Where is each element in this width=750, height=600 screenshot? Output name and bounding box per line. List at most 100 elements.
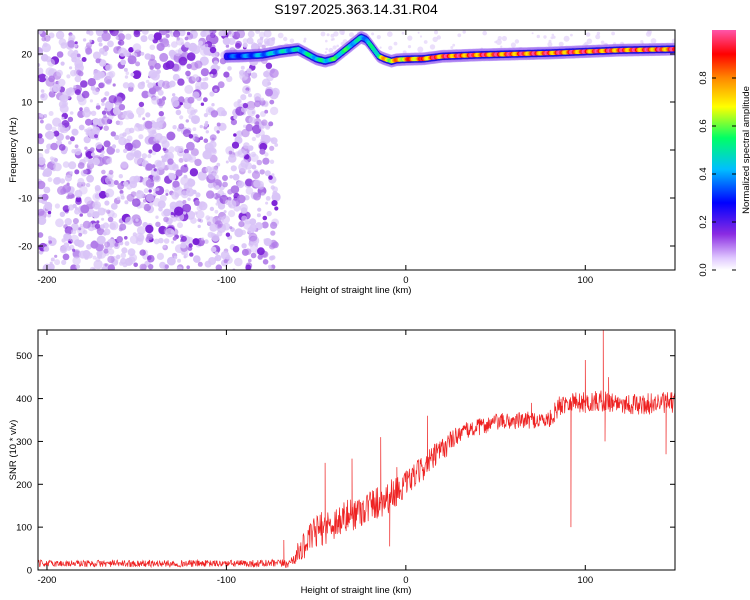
noise-speck xyxy=(163,238,170,244)
noise-speck xyxy=(195,192,201,198)
noise-speck xyxy=(86,252,93,259)
noise-speck xyxy=(74,44,78,48)
noise-speck xyxy=(118,120,124,126)
noise-speck xyxy=(262,215,268,221)
noise-speck xyxy=(59,211,66,217)
noise-speck xyxy=(74,189,83,198)
noise-speck xyxy=(147,82,154,89)
noise-speck xyxy=(45,123,53,131)
noise-speck xyxy=(197,224,201,229)
noise-speck xyxy=(213,60,219,66)
noise-speck xyxy=(429,44,436,50)
noise-speck xyxy=(108,248,115,255)
noise-speck xyxy=(570,33,573,37)
noise-speck xyxy=(268,175,273,180)
noise-speck xyxy=(242,42,248,48)
noise-speck xyxy=(126,183,133,190)
noise-speck xyxy=(255,30,260,34)
noise-speck xyxy=(262,259,269,265)
noise-speck xyxy=(108,95,117,104)
noise-speck xyxy=(265,239,270,244)
noise-speck xyxy=(87,158,94,165)
noise-speck xyxy=(60,94,69,103)
noise-speck xyxy=(132,198,141,207)
noise-speck xyxy=(261,221,269,229)
noise-speck xyxy=(230,165,237,172)
noise-speck xyxy=(38,67,44,75)
noise-speck xyxy=(214,209,219,214)
noise-speck xyxy=(103,114,107,118)
noise-speck xyxy=(194,158,202,167)
noise-speck xyxy=(145,163,153,171)
noise-speck xyxy=(189,252,194,257)
noise-speck xyxy=(107,40,114,48)
noise-speck xyxy=(72,250,81,259)
noise-speck xyxy=(125,216,134,225)
noise-speck xyxy=(326,33,330,37)
noise-speck xyxy=(228,210,236,218)
noise-speck xyxy=(168,80,176,88)
noise-speck xyxy=(66,74,71,79)
noise-speck xyxy=(81,57,87,62)
noise-speck xyxy=(165,189,169,194)
noise-speck xyxy=(54,254,58,258)
noise-speck xyxy=(240,65,245,70)
noise-speck xyxy=(270,221,278,229)
noise-speck xyxy=(100,98,105,103)
noise-speck xyxy=(82,220,91,229)
noise-speck xyxy=(97,207,106,216)
noise-speck xyxy=(154,133,163,141)
noise-speck xyxy=(157,89,164,96)
noise-speck xyxy=(136,106,145,116)
noise-speck xyxy=(178,157,184,163)
noise-speck xyxy=(69,66,73,70)
noise-speck xyxy=(128,82,134,88)
noise-speck xyxy=(245,187,254,195)
noise-speck xyxy=(145,112,151,118)
noise-speck xyxy=(107,255,115,264)
noise-speck xyxy=(149,44,156,51)
noise-speck xyxy=(333,31,339,37)
noise-speck xyxy=(153,168,157,172)
noise-speck xyxy=(124,127,132,135)
noise-speck xyxy=(192,136,196,140)
noise-speck xyxy=(138,101,145,108)
noise-speck xyxy=(210,110,219,118)
noise-speck xyxy=(272,190,278,197)
noise-speck xyxy=(271,37,276,42)
noise-speck xyxy=(139,249,146,256)
noise-speck xyxy=(104,107,108,111)
noise-speck xyxy=(96,235,106,245)
noise-speck xyxy=(206,216,216,226)
noise-speck xyxy=(241,243,247,249)
noise-speck xyxy=(109,222,116,230)
noise-speck xyxy=(184,41,191,48)
noise-speck xyxy=(336,44,340,48)
noise-speck xyxy=(104,91,110,97)
noise-speck xyxy=(44,201,53,210)
noise-speck xyxy=(266,210,272,217)
noise-speck xyxy=(163,216,169,223)
noise-speck xyxy=(74,148,82,156)
noise-speck xyxy=(78,232,83,237)
noise-speck xyxy=(210,148,217,156)
noise-speck xyxy=(229,174,234,179)
snr-x-label: Height of straight line (km) xyxy=(301,585,412,596)
y-tick-label: 400 xyxy=(16,394,32,405)
noise-speck xyxy=(145,79,150,84)
noise-speck xyxy=(419,35,423,38)
noise-speck xyxy=(179,115,184,120)
noise-speck xyxy=(166,131,176,141)
snr-frame xyxy=(37,329,676,571)
noise-speck xyxy=(85,118,92,126)
noise-speck xyxy=(50,142,58,151)
noise-speck xyxy=(156,252,164,260)
noise-speck xyxy=(168,172,174,178)
noise-speck xyxy=(227,30,235,37)
noise-speck xyxy=(199,124,203,129)
noise-speck xyxy=(242,38,249,44)
noise-speck xyxy=(106,158,113,165)
noise-speck xyxy=(66,246,72,251)
noise-speck xyxy=(234,257,243,267)
noise-speck xyxy=(155,215,159,219)
